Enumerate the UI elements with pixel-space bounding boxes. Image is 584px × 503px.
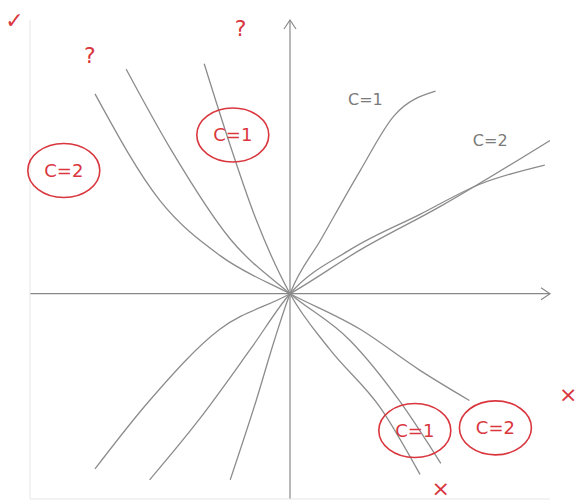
svg-text:×: × xyxy=(432,476,450,501)
svg-text:×: × xyxy=(559,382,577,407)
svg-text:C=2: C=2 xyxy=(44,160,83,181)
svg-text:✓: ✓ xyxy=(5,8,23,33)
svg-text:C=1: C=1 xyxy=(213,124,252,145)
svg-text:C=1: C=1 xyxy=(348,90,383,109)
svg-text:C=2: C=2 xyxy=(473,131,508,150)
svg-text:C=2: C=2 xyxy=(476,417,515,438)
svg-text:?: ? xyxy=(235,16,247,41)
svg-text:C=1: C=1 xyxy=(395,420,434,441)
svg-text:?: ? xyxy=(84,43,96,68)
